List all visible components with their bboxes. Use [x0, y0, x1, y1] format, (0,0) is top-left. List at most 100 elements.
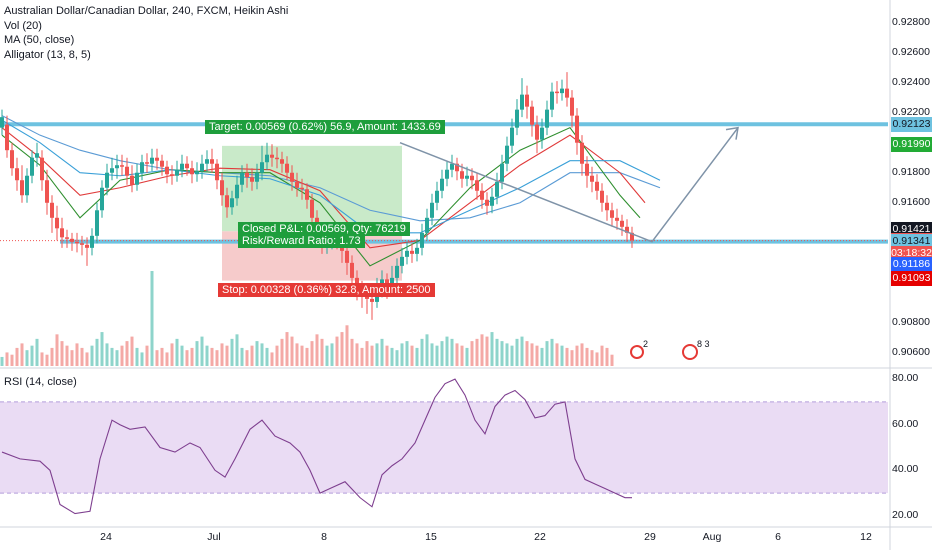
volume-bar: [525, 341, 529, 366]
volume-bar: [150, 271, 154, 366]
time-tick-label: Aug: [702, 531, 722, 543]
event-icon: [682, 344, 698, 360]
candle-body: [545, 109, 549, 128]
volume-bar: [410, 345, 414, 366]
volume-bar: [165, 352, 169, 366]
ma-line-blue: [1, 115, 661, 222]
candle-body: [195, 171, 199, 175]
candle-body: [205, 159, 209, 164]
volume-bar: [385, 345, 389, 366]
volume-bar: [440, 341, 444, 366]
closed-pnl-label: Closed P&L: 0.00569, Qty: 76219: [238, 222, 410, 236]
volume-bar: [580, 343, 584, 366]
candle-body: [470, 175, 474, 181]
candle-body: [40, 157, 44, 181]
volume-bar: [180, 345, 184, 366]
volume-bar: [400, 343, 404, 366]
alligator-indicator-label[interactable]: Alligator (13, 8, 5): [4, 48, 91, 61]
volume-bar: [600, 345, 604, 366]
chart-legend: Australian Dollar/Canadian Dollar, 240, …: [4, 4, 288, 62]
event-icon: [630, 345, 644, 359]
candle-body: [430, 202, 434, 218]
candle-body: [180, 163, 184, 170]
candle-body: [135, 172, 139, 185]
volume-bar: [560, 345, 564, 366]
volume-bar: [295, 343, 299, 366]
volume-bar: [455, 343, 459, 366]
candle-body: [60, 228, 64, 238]
candle-body: [310, 199, 314, 218]
rsi-indicator-label[interactable]: RSI (14, close): [4, 376, 77, 388]
candle-body: [115, 165, 119, 169]
candle-body: [555, 91, 559, 94]
volume-bar: [515, 338, 519, 366]
candle-body: [100, 187, 104, 211]
candle-body: [85, 244, 89, 248]
candle-body: [175, 169, 179, 176]
candle-body: [145, 162, 149, 164]
target-label: Target: 0.00569 (0.62%) 56.9, Amount: 14…: [205, 120, 445, 134]
time-tick-label: 24: [100, 531, 112, 543]
candle-body: [75, 241, 79, 244]
volume-bar: [65, 345, 69, 366]
volume-bar: [20, 343, 24, 366]
candle-body: [560, 88, 564, 94]
volume-bar: [520, 336, 524, 366]
volume-bar: [475, 338, 479, 366]
price-tag: 0.91186: [891, 257, 932, 273]
volume-bar: [170, 343, 174, 366]
volume-bar: [215, 350, 219, 366]
volume-indicator-label[interactable]: Vol (20): [4, 19, 42, 32]
candle-body: [505, 145, 509, 164]
candle-body: [605, 202, 609, 211]
volume-bar: [450, 338, 454, 366]
volume-bar: [460, 345, 464, 366]
price-tag: 0.91093: [891, 271, 932, 287]
volume-bar: [565, 347, 569, 366]
candle-body: [260, 162, 264, 173]
time-tick-label: 15: [425, 531, 437, 543]
candle-body: [200, 163, 204, 172]
candle-body: [110, 168, 114, 173]
candle-body: [125, 166, 129, 176]
volume-bar: [60, 341, 64, 366]
volume-bar: [555, 343, 559, 366]
candle-body: [370, 298, 374, 302]
rsi-tick-label: 20.00: [892, 508, 919, 521]
candle-body: [585, 163, 589, 176]
candle-body: [450, 163, 454, 170]
volume-bar: [230, 338, 234, 366]
volume-bar: [160, 347, 164, 366]
volume-bar: [590, 350, 594, 366]
volume-bar: [10, 354, 14, 366]
candle-body: [225, 195, 229, 208]
price-tick-label: 0.92600: [892, 45, 930, 58]
candle-body: [270, 154, 274, 158]
volume-bar: [320, 338, 324, 366]
volume-bar: [330, 343, 334, 366]
candle-body: [150, 157, 154, 164]
volume-bar: [110, 347, 114, 366]
volume-bar: [315, 334, 319, 366]
price-tick-label: 0.91600: [892, 195, 930, 208]
candle-body: [410, 250, 414, 254]
price-tick-label: 0.90600: [892, 345, 930, 358]
volume-bar: [40, 352, 44, 366]
candle-body: [620, 220, 624, 227]
candle-body: [515, 109, 519, 128]
volume-bar: [115, 350, 119, 366]
volume-bar: [345, 325, 349, 366]
candle-body: [565, 88, 569, 98]
candle-body: [95, 210, 99, 236]
price-tick-label: 0.90800: [892, 315, 930, 328]
volume-bar: [280, 338, 284, 366]
volume-bar: [135, 347, 139, 366]
candle-body: [550, 91, 554, 110]
ma-indicator-label[interactable]: MA (50, close): [4, 34, 75, 46]
candle-body: [45, 180, 49, 203]
event-marker-1: 2: [630, 339, 648, 359]
candle-body: [235, 184, 239, 199]
volume-bar: [185, 350, 189, 366]
symbol-title[interactable]: Australian Dollar/Canadian Dollar, 240, …: [4, 5, 289, 17]
